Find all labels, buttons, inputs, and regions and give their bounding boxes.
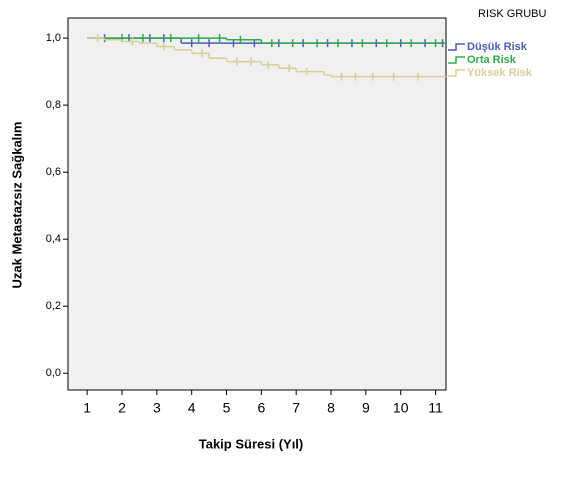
x-tick-label: 9 xyxy=(362,400,370,416)
y-tick-label: 1,0 xyxy=(46,32,61,44)
plot-area xyxy=(67,17,447,391)
x-tick-label: 1 xyxy=(83,400,91,416)
x-axis-label: Takip Süresi (Yıl) xyxy=(199,436,304,451)
x-tick-label: 5 xyxy=(223,400,231,416)
y-tick-label: 0,8 xyxy=(46,99,61,111)
x-tick-label: 6 xyxy=(257,400,265,416)
x-tick-label: 2 xyxy=(118,400,126,416)
x-tick-label: 10 xyxy=(393,400,409,416)
legend-label: Düşük Risk xyxy=(467,41,528,53)
legend-swatch xyxy=(448,56,465,64)
y-axis-label: Uzak Metastazsız Sağkalım xyxy=(9,122,24,289)
legend-label: Yüksek Risk xyxy=(467,67,533,79)
legend-label: Orta Risk xyxy=(467,54,517,66)
y-tick-label: 0,4 xyxy=(46,233,61,245)
y-tick-label: 0,2 xyxy=(46,300,61,312)
legend-swatch xyxy=(448,69,465,77)
x-tick-label: 7 xyxy=(292,400,300,416)
legend-title: RISK GRUBU xyxy=(478,8,547,20)
x-tick-label: 3 xyxy=(153,400,161,416)
x-tick-label: 8 xyxy=(327,400,335,416)
x-tick-label: 4 xyxy=(188,400,196,416)
y-tick-label: 0,0 xyxy=(46,367,61,379)
y-tick-label: 0,6 xyxy=(46,166,61,178)
x-tick-label: 11 xyxy=(428,400,443,416)
legend-swatch xyxy=(448,43,465,51)
